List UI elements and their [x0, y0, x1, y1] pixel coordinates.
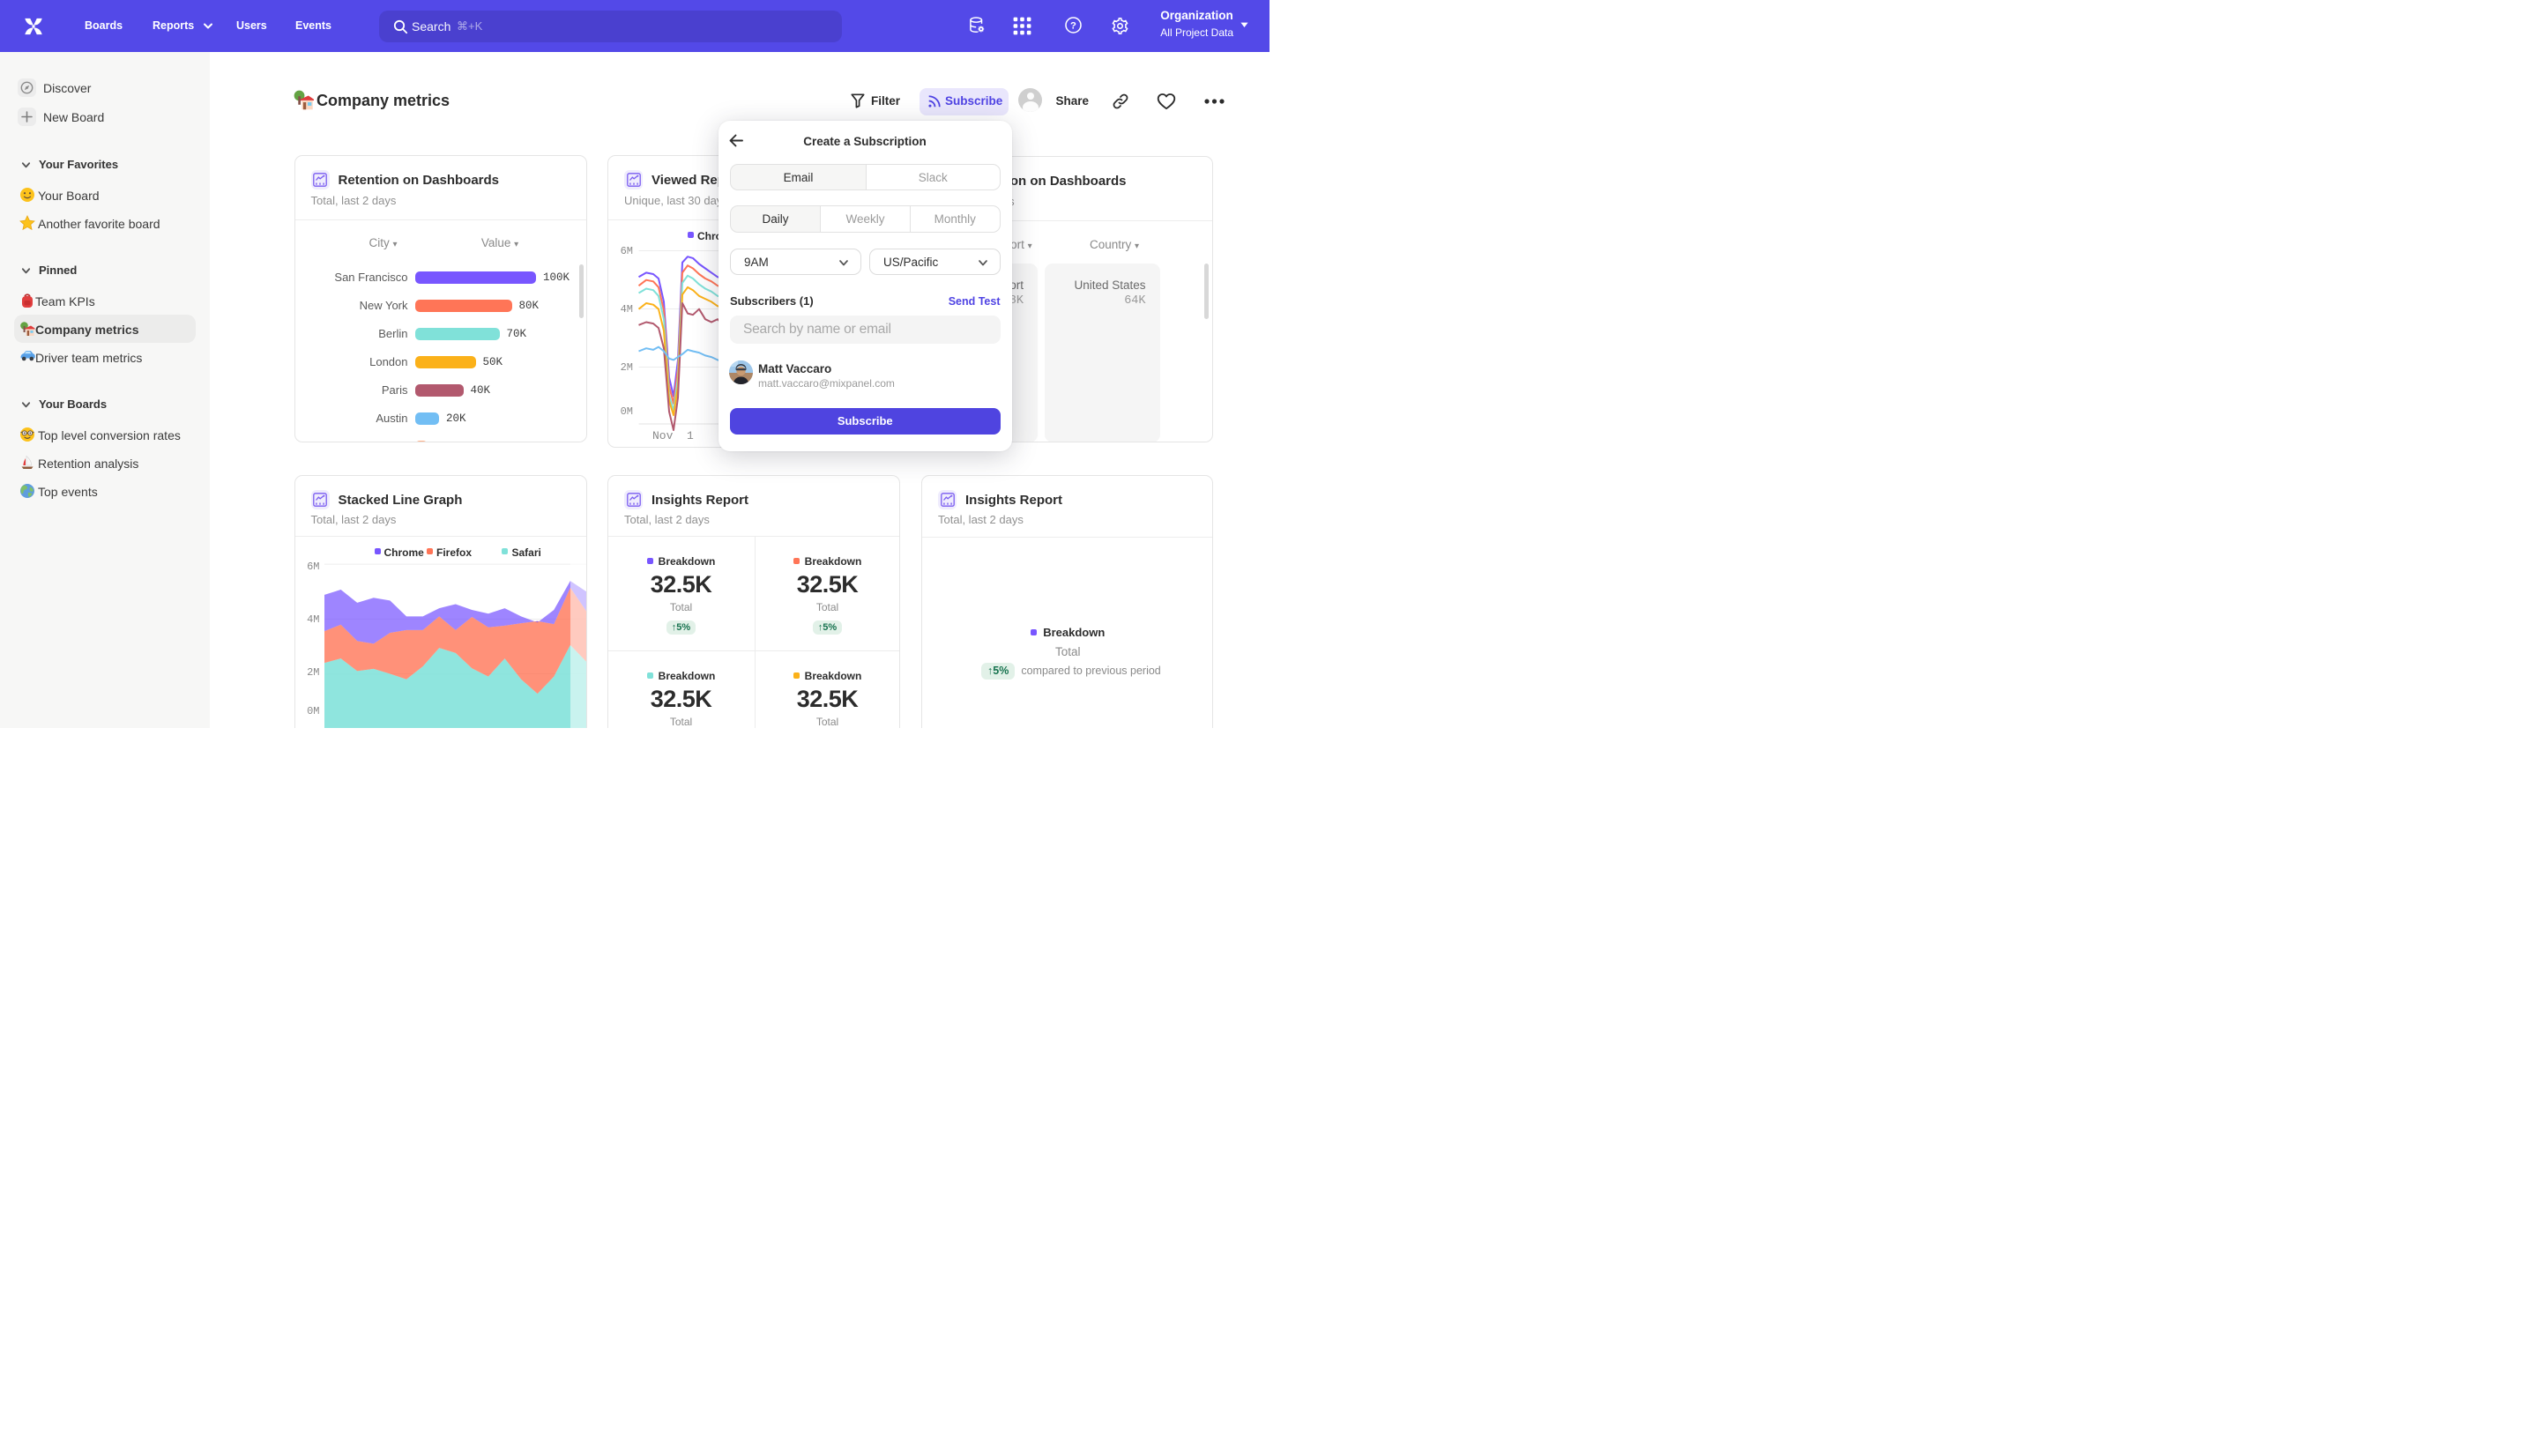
svg-text:?: ?	[1070, 21, 1076, 32]
